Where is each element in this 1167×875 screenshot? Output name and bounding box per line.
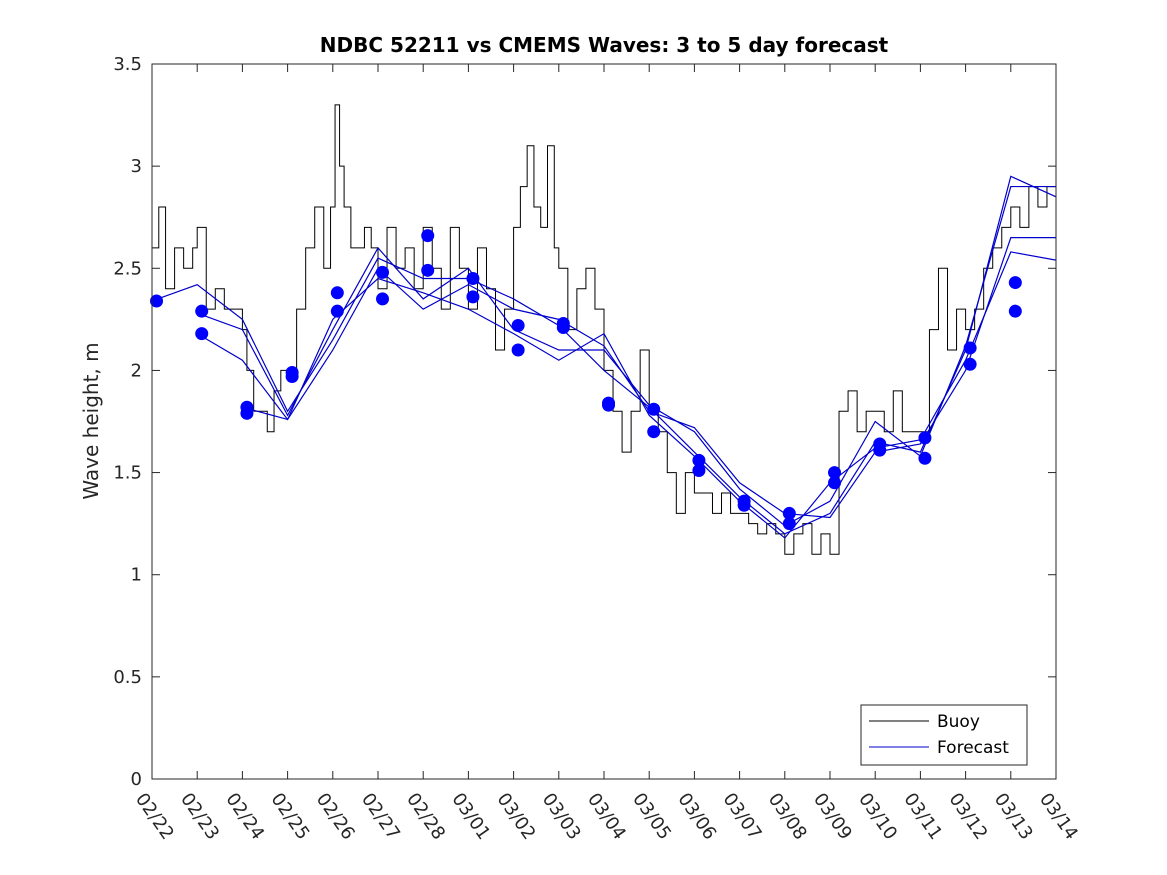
legend: Buoy Forecast — [860, 704, 1028, 766]
y-tick-label: 0.5 — [113, 667, 142, 688]
forecast-marker — [647, 402, 661, 416]
forecast-marker — [511, 318, 525, 332]
forecast-marker — [1008, 304, 1022, 318]
legend-forecast-label: Forecast — [937, 738, 1009, 758]
forecast-marker — [873, 443, 887, 457]
forecast-marker — [195, 327, 209, 341]
forecast-marker — [376, 265, 390, 279]
y-axis: 0 0.5 1 1.5 2 2.5 3 3.5 — [113, 54, 1056, 790]
forecast-marker — [828, 476, 842, 490]
legend-buoy-label: Buoy — [937, 712, 980, 732]
forecast-marker — [692, 464, 706, 478]
forecast-marker — [1008, 276, 1022, 290]
forecast-marker — [918, 451, 932, 465]
forecast-marker — [195, 304, 209, 318]
y-tick-label: 3.5 — [113, 54, 142, 75]
forecast-marker — [150, 294, 164, 308]
buoy-series-line — [152, 104, 1056, 555]
forecast-marker — [511, 343, 525, 357]
forecast-marker — [466, 290, 480, 304]
forecast-marker — [556, 321, 570, 335]
forecast-marker — [782, 506, 796, 520]
y-tick-label: 1.5 — [113, 463, 142, 484]
forecast-marker — [285, 370, 299, 384]
y-tick-label: 2 — [131, 360, 142, 381]
forecast-marker — [330, 286, 344, 300]
y-tick-label: 2.5 — [113, 258, 142, 279]
plot-area — [150, 104, 1057, 555]
forecast-marker — [240, 406, 254, 420]
forecast-marker — [602, 398, 616, 412]
forecast-marker — [692, 453, 706, 467]
forecast-marker — [647, 425, 661, 439]
forecast-marker — [330, 304, 344, 318]
forecast-marker — [466, 272, 480, 285]
forecast-marker — [918, 431, 932, 445]
forecast-marker — [737, 498, 751, 512]
plot-border — [151, 63, 1057, 780]
y-tick-label: 3 — [131, 156, 142, 177]
forecast-marker — [963, 357, 977, 371]
forecast-marker — [782, 517, 796, 531]
forecast-marker — [828, 466, 842, 480]
y-tick-label: 0 — [131, 769, 142, 790]
chart-title: NDBC 52211 vs CMEMS Waves: 3 to 5 day fo… — [320, 33, 889, 57]
forecast-marker — [376, 292, 390, 306]
forecast-series-line — [196, 237, 1056, 519]
forecast-marker — [421, 263, 435, 277]
y-tick-label: 1 — [131, 565, 142, 586]
y-axis-label: Wave height, m — [79, 342, 103, 499]
forecast-marker — [421, 229, 435, 243]
legend-box — [860, 704, 1028, 766]
forecast-marker — [963, 341, 977, 355]
